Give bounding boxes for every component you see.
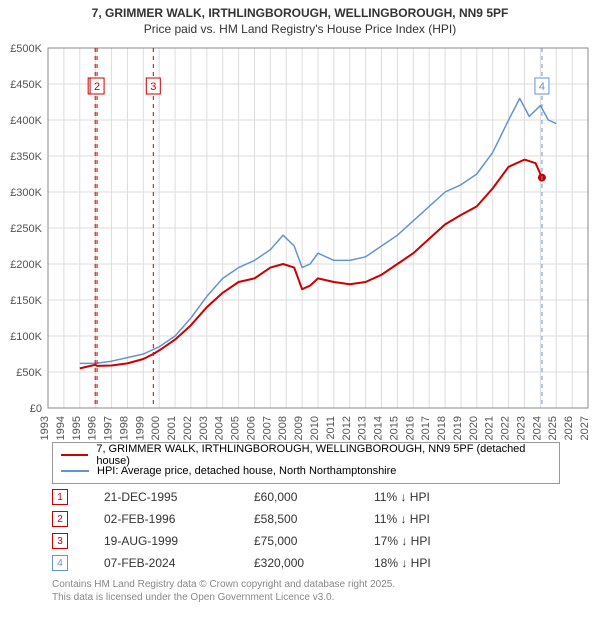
chart-plot-area: £0£50K£100K£150K£200K£250K£300K£350K£400… [48,48,588,408]
svg-text:£0: £0 [30,403,42,415]
svg-text:1999: 1999 [134,416,146,440]
event-row: 3 19-AUG-1999£75,00017% ↓ HPI [52,530,494,552]
event-price: £320,000 [254,556,374,570]
svg-text:2018: 2018 [436,416,448,440]
svg-text:2017: 2017 [420,416,432,440]
svg-text:2012: 2012 [341,416,353,440]
svg-text:2019: 2019 [452,416,464,440]
chart-container: 7, GRIMMER WALK, IRTHLINGBOROUGH, WELLIN… [0,0,600,620]
svg-text:1996: 1996 [87,416,99,440]
svg-text:2021: 2021 [484,416,496,440]
svg-text:1997: 1997 [103,416,115,440]
chart-title-line1: 7, GRIMMER WALK, IRTHLINGBOROUGH, WELLIN… [0,0,600,22]
footer-attribution: Contains HM Land Registry data © Crown c… [52,578,395,604]
svg-text:£400K: £400K [10,115,42,127]
event-date: 07-FEB-2024 [104,556,254,570]
svg-text:£150K: £150K [10,295,42,307]
events-table: 1 21-DEC-1995£60,00011% ↓ HPI 2 02-FEB-1996… [52,486,494,574]
svg-text:1994: 1994 [55,416,67,440]
svg-text:£500K: £500K [10,43,42,55]
event-date: 02-FEB-1996 [104,512,254,526]
svg-text:£50K: £50K [16,367,42,379]
footer-line1: Contains HM Land Registry data © Crown c… [52,578,395,591]
svg-text:1995: 1995 [71,416,83,440]
event-marker: 1 [52,489,68,505]
legend-item: 7, GRIMMER WALK, IRTHLINGBOROUGH, WELLIN… [61,447,551,463]
svg-text:2014: 2014 [373,416,385,440]
event-price: £58,500 [254,512,374,526]
legend-swatch [61,454,88,456]
svg-text:2002: 2002 [182,416,194,440]
svg-text:2024: 2024 [531,416,543,440]
svg-text:2026: 2026 [563,416,575,440]
svg-text:2010: 2010 [309,416,321,440]
svg-text:2020: 2020 [468,416,480,440]
svg-text:2022: 2022 [500,416,512,440]
svg-text:£450K: £450K [10,79,42,91]
event-delta: 17% ↓ HPI [374,534,494,548]
event-marker: 3 [52,533,68,549]
legend-swatch [61,470,89,472]
svg-text:2015: 2015 [388,416,400,440]
event-delta: 11% ↓ HPI [374,490,494,504]
event-row: 4 07-FEB-2024£320,00018% ↓ HPI [52,552,494,574]
svg-text:2025: 2025 [547,416,559,440]
svg-text:2001: 2001 [166,416,178,440]
svg-text:2: 2 [94,81,100,93]
chart-title-line2: Price paid vs. HM Land Registry's House … [0,22,600,40]
legend-label: 7, GRIMMER WALK, IRTHLINGBOROUGH, WELLIN… [96,443,551,467]
svg-text:2004: 2004 [214,416,226,440]
svg-text:2009: 2009 [293,416,305,440]
svg-text:2008: 2008 [277,416,289,440]
svg-text:2016: 2016 [404,416,416,440]
svg-text:1998: 1998 [118,416,130,440]
legend-label: HPI: Average price, detached house, Nort… [97,465,396,477]
svg-text:£350K: £350K [10,151,42,163]
event-delta: 11% ↓ HPI [374,512,494,526]
svg-text:2003: 2003 [198,416,210,440]
svg-text:1993: 1993 [39,416,51,440]
event-marker: 2 [52,511,68,527]
svg-text:3: 3 [150,81,156,93]
svg-text:2027: 2027 [579,416,591,440]
svg-text:£200K: £200K [10,259,42,271]
event-row: 1 21-DEC-1995£60,00011% ↓ HPI [52,486,494,508]
svg-text:£250K: £250K [10,223,42,235]
event-row: 2 02-FEB-1996£58,50011% ↓ HPI [52,508,494,530]
footer-line2: This data is licensed under the Open Gov… [52,591,395,604]
svg-text:4: 4 [539,81,545,93]
svg-text:£300K: £300K [10,187,42,199]
event-date: 21-DEC-1995 [104,490,254,504]
event-price: £75,000 [254,534,374,548]
svg-text:2007: 2007 [261,416,273,440]
svg-text:2011: 2011 [325,416,337,440]
event-price: £60,000 [254,490,374,504]
legend: 7, GRIMMER WALK, IRTHLINGBOROUGH, WELLIN… [52,442,560,484]
svg-text:£100K: £100K [10,331,42,343]
svg-text:2013: 2013 [357,416,369,440]
event-date: 19-AUG-1999 [104,534,254,548]
svg-text:2005: 2005 [230,416,242,440]
svg-text:2023: 2023 [515,416,527,440]
event-delta: 18% ↓ HPI [374,556,494,570]
svg-text:2006: 2006 [245,416,257,440]
event-marker: 4 [52,555,68,571]
chart-svg: £0£50K£100K£150K£200K£250K£300K£350K£400… [48,48,588,448]
svg-text:2000: 2000 [150,416,162,440]
